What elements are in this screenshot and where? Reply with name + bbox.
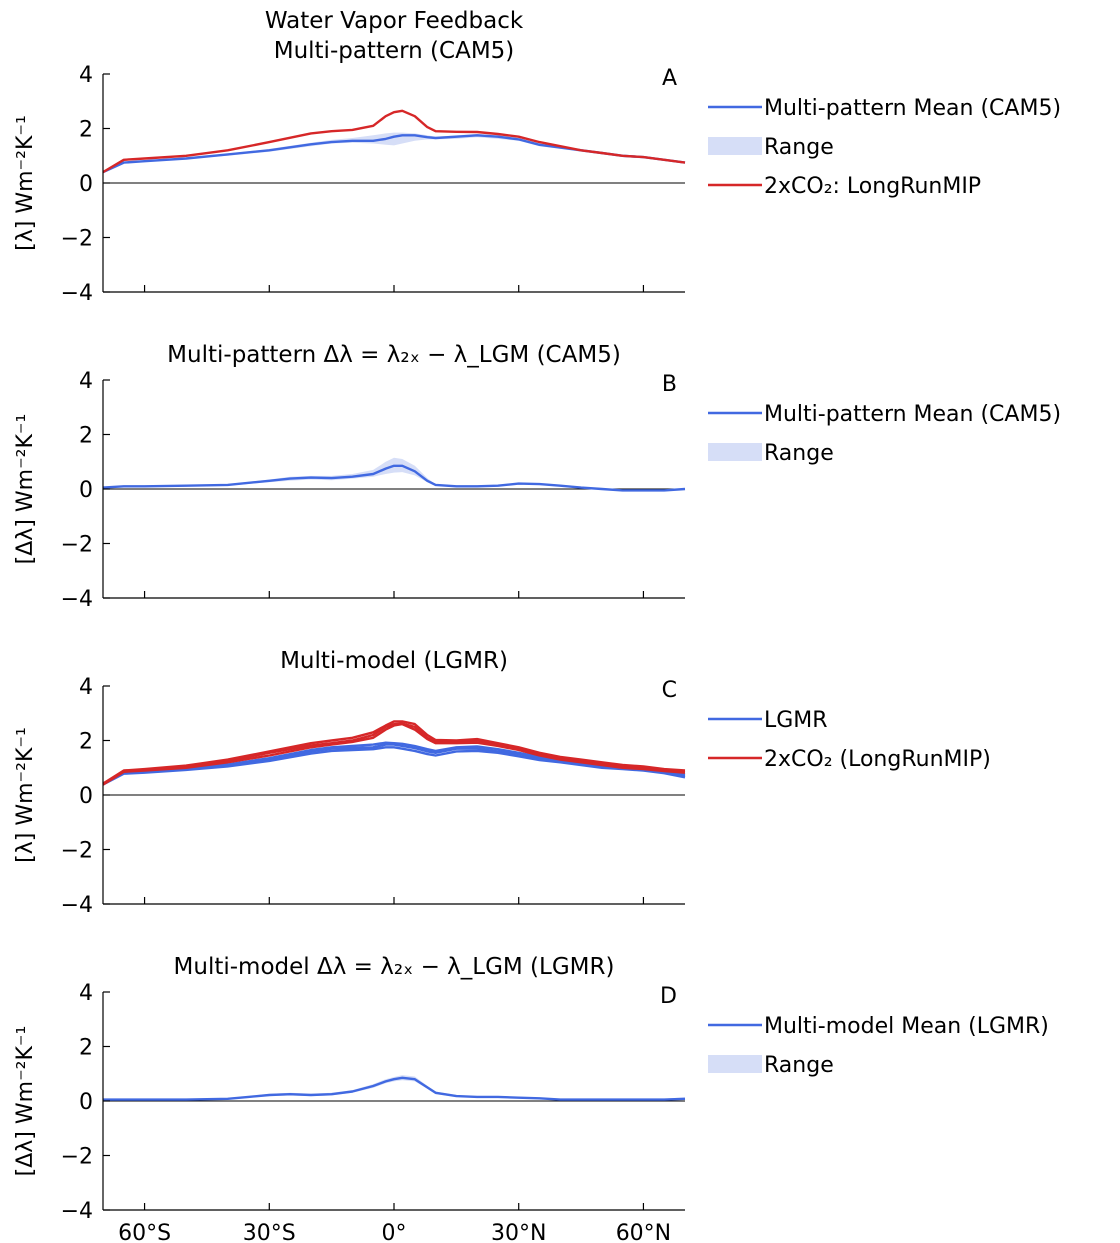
y-tick-label: −2 xyxy=(61,839,93,864)
legend-swatch-band xyxy=(708,1055,762,1073)
y-axis-label: [λ] Wm⁻²K⁻¹ xyxy=(13,727,38,863)
y-tick-label: 4 xyxy=(79,369,93,394)
chart-panel-c: Multi-model (LGMR) C [λ] Wm⁻²K⁻¹ −4 −2 0 2 4 LGM… xyxy=(13,648,991,918)
legend-entry: Range xyxy=(708,441,834,466)
y-tick-label: −4 xyxy=(61,587,93,612)
x-tick-label: 60°S xyxy=(118,1221,171,1243)
series-line-1 xyxy=(102,746,686,786)
y-tick-label: −4 xyxy=(61,1199,93,1224)
chart-panel-d: Multi-model Δλ = λ₂ₓ − λ_LGM (LGMR) D [Δλ]… xyxy=(13,954,1049,1243)
y-tick-label: 4 xyxy=(79,675,93,700)
y-tick-label: −2 xyxy=(61,227,93,252)
series-line-4 xyxy=(102,722,686,786)
panel-title: Water Vapor Feedback xyxy=(265,8,524,34)
y-axis-label: [Δλ] Wm⁻²K⁻¹ xyxy=(13,414,38,565)
legend-entry: Multi-model Mean (LGMR) xyxy=(708,1014,1049,1039)
panel-label: D xyxy=(660,984,677,1009)
legend-label: Range xyxy=(764,135,834,160)
y-tick-label: 2 xyxy=(79,1036,93,1061)
y-tick-label: 0 xyxy=(79,172,93,197)
y-tick-label: −2 xyxy=(61,533,93,558)
x-tick-label: 0° xyxy=(382,1221,407,1243)
panel-title: Multi-model (LGMR) xyxy=(280,648,508,674)
legend-label: Multi-pattern Mean (CAM5) xyxy=(764,96,1061,121)
y-tick-label: 2 xyxy=(79,118,93,143)
x-tick-label: 30°N xyxy=(491,1221,546,1243)
panel-label: B xyxy=(662,372,677,397)
x-tick-label: 60°N xyxy=(616,1221,671,1243)
legend-label: LGMR xyxy=(764,708,828,733)
legend-entry: Multi-pattern Mean (CAM5) xyxy=(708,96,1061,121)
chart-panel-a: Water Vapor Feedback Multi-pattern (CAM5)… xyxy=(13,8,1061,306)
series-line-0 xyxy=(103,1076,686,1101)
panel-label: A xyxy=(662,66,677,91)
y-tick-label: −4 xyxy=(61,281,93,306)
legend-label: Multi-pattern Mean (CAM5) xyxy=(764,402,1061,427)
legend-swatch-band xyxy=(708,137,762,155)
chart-panel-b: Multi-pattern Δλ = λ₂ₓ − λ_LGM (CAM5) B [Δ… xyxy=(13,342,1061,612)
series-line-5 xyxy=(102,720,686,785)
legend-entry: Range xyxy=(708,135,834,160)
y-axis-label: [λ] Wm⁻²K⁻¹ xyxy=(13,115,38,251)
legend-label: 2xCO₂: LongRunMIP xyxy=(764,174,981,199)
legend-label: Range xyxy=(764,441,834,466)
series-line-2 xyxy=(102,109,686,174)
y-tick-label: 2 xyxy=(79,424,93,449)
y-tick-label: 0 xyxy=(79,784,93,809)
y-tick-label: −2 xyxy=(61,1145,93,1170)
legend-entry: Multi-pattern Mean (CAM5) xyxy=(708,402,1061,427)
panel-title: Multi-pattern Δλ = λ₂ₓ − λ_LGM (CAM5) xyxy=(167,342,621,368)
y-tick-label: 2 xyxy=(79,730,93,755)
legend-entry: Range xyxy=(708,1053,834,1078)
panel-title: Multi-model Δλ = λ₂ₓ − λ_LGM (LGMR) xyxy=(174,954,615,980)
y-tick-label: −4 xyxy=(61,893,93,918)
legend-swatch-band xyxy=(708,443,762,461)
series-range-band xyxy=(103,132,685,173)
y-axis-label: [Δλ] Wm⁻²K⁻¹ xyxy=(13,1026,38,1177)
y-tick-label: 0 xyxy=(79,478,93,503)
y-tick-label: 4 xyxy=(79,63,93,88)
x-tick-label: 30°S xyxy=(243,1221,296,1243)
legend-label: 2xCO₂ (LongRunMIP) xyxy=(764,747,991,772)
legend-entry: LGMR xyxy=(708,708,828,733)
series-line-3 xyxy=(102,722,686,786)
series-line-0 xyxy=(102,464,686,492)
legend-label: Multi-model Mean (LGMR) xyxy=(764,1014,1049,1039)
legend-entry: 2xCO₂ (LongRunMIP) xyxy=(708,747,991,772)
panel-label: C xyxy=(662,678,677,703)
legend-entry: 2xCO₂: LongRunMIP xyxy=(708,174,981,199)
y-tick-label: 0 xyxy=(79,1090,93,1115)
y-tick-label: 4 xyxy=(79,981,93,1006)
legend-label: Range xyxy=(764,1053,834,1078)
panel-title: Multi-pattern (CAM5) xyxy=(274,38,515,64)
